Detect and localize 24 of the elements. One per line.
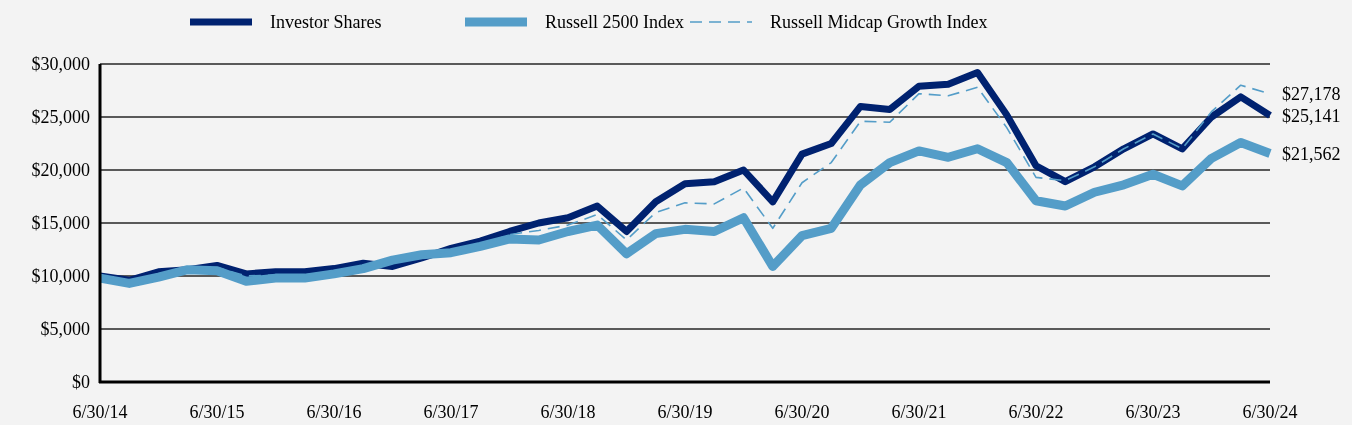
x-tick-label: 6/30/15 bbox=[189, 402, 245, 422]
x-tick-label: 6/30/16 bbox=[306, 402, 362, 422]
y-tick-label: $20,000 bbox=[31, 160, 90, 181]
x-tick-label: 6/30/19 bbox=[657, 402, 713, 422]
y-tick-label: $15,000 bbox=[31, 213, 90, 234]
x-tick-label: 6/30/20 bbox=[774, 402, 830, 422]
data-label: $21,562 bbox=[1282, 143, 1341, 164]
y-tick-label: $25,000 bbox=[31, 107, 90, 128]
x-tick-label: 6/30/17 bbox=[423, 402, 479, 422]
y-tick-label: $0 bbox=[72, 372, 90, 393]
x-tick-label: 6/30/18 bbox=[540, 402, 596, 422]
data-label: $25,141 bbox=[1282, 105, 1341, 126]
legend-label: Russell 2500 Index bbox=[545, 12, 684, 33]
x-tick-label: 6/30/22 bbox=[1008, 402, 1064, 422]
x-tick-label: 6/30/14 bbox=[72, 402, 128, 422]
y-tick-label: $5,000 bbox=[40, 319, 90, 340]
legend-label: Investor Shares bbox=[270, 12, 382, 33]
data-label: $27,178 bbox=[1282, 84, 1341, 105]
y-tick-label: $30,000 bbox=[31, 54, 90, 75]
x-tick-label: 6/30/24 bbox=[1242, 402, 1298, 422]
x-tick-label: 6/30/23 bbox=[1125, 402, 1181, 422]
y-tick-label: $10,000 bbox=[31, 266, 90, 287]
legend-label: Russell Midcap Growth Index bbox=[770, 12, 988, 33]
x-tick-label: 6/30/21 bbox=[891, 402, 947, 422]
